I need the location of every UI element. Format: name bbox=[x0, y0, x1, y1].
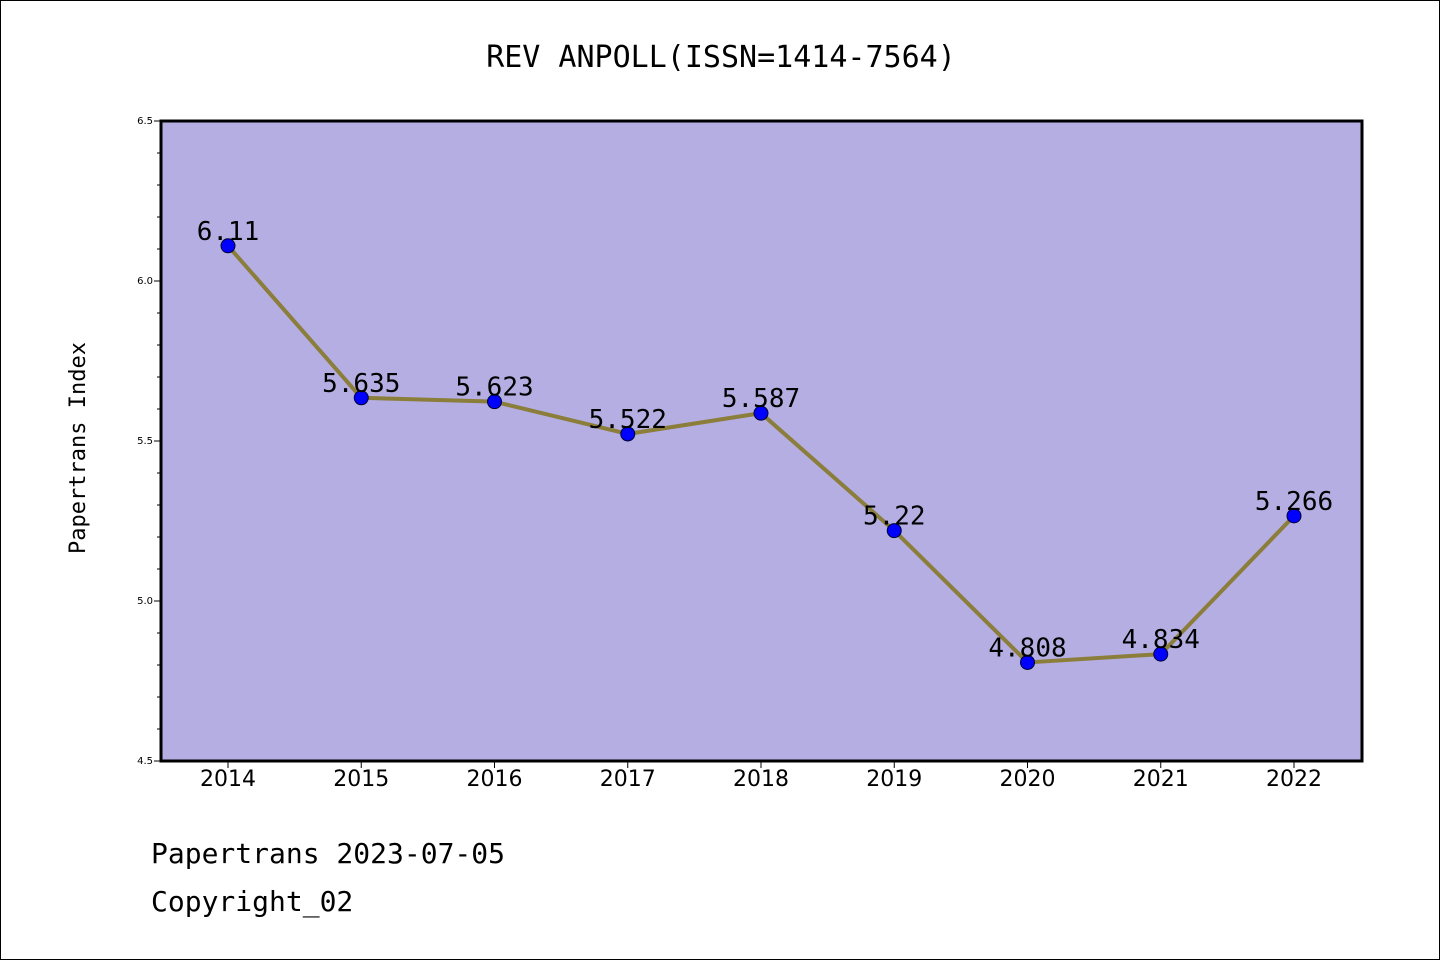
footer-copyright-text: Copyright_02 bbox=[151, 885, 354, 918]
data-point-marker bbox=[220, 238, 236, 254]
data-point-label: 5.623 bbox=[455, 373, 533, 403]
data-point-marker bbox=[1153, 646, 1169, 662]
y-tick-label: 6.0 bbox=[137, 276, 153, 287]
x-tick-label: 2021 bbox=[1133, 767, 1189, 792]
y-axis: 4.5 5.0 5.5 6.0 6.5 bbox=[137, 116, 161, 767]
x-tick-label: 2015 bbox=[333, 767, 389, 792]
data-point-label: 5.522 bbox=[589, 405, 667, 435]
data-point-marker bbox=[353, 390, 369, 406]
y-tick-label: 5.0 bbox=[137, 596, 153, 607]
data-points bbox=[220, 238, 1302, 670]
data-labels: 6.11 5.635 5.623 5.522 5.587 5.22 4.808 4.834 5.… bbox=[197, 217, 1333, 664]
data-point-marker bbox=[1020, 654, 1035, 670]
data-point-label: 4.834 bbox=[1122, 625, 1200, 655]
x-tick-label: 2017 bbox=[600, 767, 656, 792]
y-tick-label: 4.5 bbox=[137, 756, 153, 767]
x-tick-label: 2020 bbox=[1000, 767, 1056, 792]
data-point-label: 6.11 bbox=[197, 217, 260, 247]
footer-date-text: Papertrans 2023-07-05 bbox=[151, 837, 506, 870]
x-tick-label: 2014 bbox=[200, 767, 256, 792]
data-point-marker bbox=[620, 426, 636, 442]
x-axis: 2014 2015 2016 2017 2018 2019 2020 2021 2022 bbox=[200, 761, 1322, 792]
data-point-label: 4.808 bbox=[988, 633, 1066, 663]
data-point-label: 5.22 bbox=[863, 502, 926, 532]
x-tick-label: 2022 bbox=[1266, 767, 1322, 792]
data-point-marker bbox=[487, 394, 502, 410]
data-point-label: 5.587 bbox=[722, 384, 800, 414]
x-tick-label: 2019 bbox=[866, 767, 922, 792]
x-tick-label: 2016 bbox=[467, 767, 523, 792]
data-point-marker bbox=[1286, 508, 1302, 524]
y-tick-label: 5.5 bbox=[137, 436, 153, 447]
data-point-label: 5.635 bbox=[322, 369, 400, 399]
data-point-marker bbox=[886, 523, 902, 539]
plot-border bbox=[159, 119, 1364, 763]
chart-title: REV ANPOLL(ISSN=1414-7564) bbox=[486, 40, 956, 75]
y-tick-label: 6.5 bbox=[137, 116, 153, 127]
y-axis-label: Papertrans Index bbox=[66, 342, 91, 554]
data-point-marker bbox=[753, 405, 769, 421]
data-point-label: 5.266 bbox=[1255, 487, 1333, 517]
plot-area bbox=[161, 121, 1362, 761]
x-tick-label: 2018 bbox=[733, 767, 789, 792]
